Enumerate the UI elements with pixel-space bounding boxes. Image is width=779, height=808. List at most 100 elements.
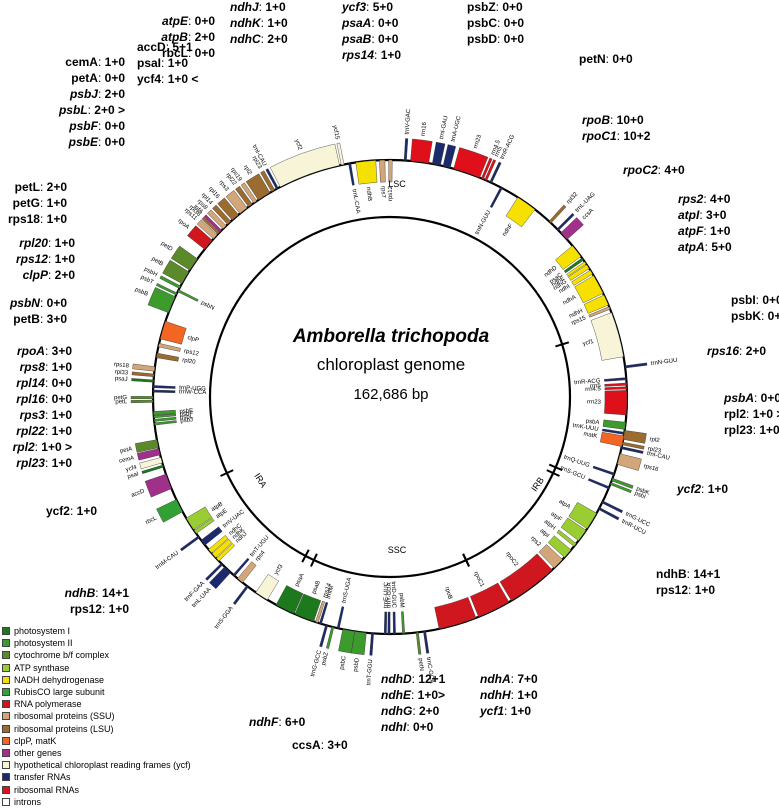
gene-ycf2 (269, 143, 340, 188)
annotation-gene-name: psbC (467, 16, 497, 30)
gene-atpF (560, 517, 587, 541)
annotation-count: 1+0 (708, 482, 729, 496)
annotation-gene-name: ycf2 (46, 504, 70, 518)
annotation-count: 1+0 (52, 424, 73, 438)
gene-psbB (147, 287, 176, 313)
gene-psbJ (154, 420, 177, 426)
annotation-count: 1+0 (55, 236, 76, 250)
gene-label-psbT: psbT (140, 275, 155, 286)
annotation-count: 0+0 (762, 293, 779, 307)
legend-item: photosystem I (2, 625, 191, 637)
annotation-count: 3+0 (327, 738, 348, 752)
annotation-count: 2+0 (105, 87, 126, 101)
gene-rpoA (187, 225, 213, 250)
legend-swatch (2, 700, 10, 709)
gene-label-ycf1: ycf1 (582, 339, 595, 348)
inner-circle (208, 215, 572, 579)
legend-label: photosystem I (14, 626, 71, 637)
annotation-gene-name: rpoC1 (582, 129, 617, 143)
annotation-count: 2+0 (746, 344, 767, 358)
annotation-count: 1+0 (695, 583, 716, 597)
gene-petB (162, 259, 190, 284)
annotation-gene-name: rpl22 (16, 424, 45, 438)
annotation-count: 1+0 (710, 224, 731, 238)
annotation-count: 0+0 (195, 46, 216, 60)
gene-label-trnS-UGA: trnS-UGA (341, 577, 353, 604)
annotation-gene-name: psbK (731, 309, 761, 323)
legend-label: introns (14, 796, 42, 807)
gene-label-psaB: psaB (311, 580, 322, 595)
legend-label: ATP synthase (14, 662, 70, 673)
gene-trnN-GUU (624, 362, 648, 369)
annotation-ndhC: ndhC: 2+0 (230, 32, 288, 46)
annotation-group: rps2: 4+0 atpI: 3+0 atpF: 1+0 atpA: 5+0 (678, 192, 732, 254)
annotation-count: 2+0 (47, 180, 68, 194)
gene-label-ycf15: ycf15 (331, 125, 340, 141)
gene-label-trnR-ACG: trnR-ACG (574, 378, 601, 386)
gene-label-rps12: rps12 (388, 185, 394, 201)
gene-trnR-ACG (604, 377, 627, 382)
inner-region-circle (208, 215, 572, 579)
gene-rpl33 (131, 371, 155, 377)
gene-trnR-ACG (489, 161, 502, 184)
annotation-gene-name: ndhJ (230, 0, 259, 14)
gene-label-rpoC2: rpoC2 (504, 551, 519, 568)
gene-atpE (193, 517, 215, 534)
legend-swatch (2, 663, 10, 672)
annotation-ndhB: ndhB: 14+1 (656, 567, 721, 581)
gene-rps18 (132, 363, 156, 372)
annotation-gene-name: rps2 (678, 192, 704, 206)
gene-label-trnS-GCU: trnS-GCU (559, 466, 586, 482)
gene-rpl14 (212, 204, 232, 225)
gene-psaB (294, 593, 322, 622)
gene-label-psbF: psbF (180, 411, 194, 418)
gene-label-trnT-GGU: trnT-GGU (366, 659, 374, 685)
annotation-gene-name: psbA (723, 391, 754, 405)
annotation-ycf2: ycf2: 1+0 (46, 504, 97, 518)
annotation-group: ycf2: 1+0 (46, 504, 97, 518)
gene-label-trnS-GGA: trnS-GGA (214, 606, 235, 631)
gene-atpI (547, 535, 572, 558)
legend-item: NADH dehydrogenase (2, 674, 191, 686)
gene-rps4 (237, 561, 257, 583)
legend-label: clpP, matK (14, 735, 57, 746)
legend-item: ribosomal proteins (SSU) (2, 710, 191, 722)
gene-trnI-CAU (621, 446, 644, 454)
annotation-ndhJ: ndhJ: 1+0 (230, 0, 286, 14)
annotation-gene-name: rps12 (656, 583, 688, 597)
legend-swatch (2, 748, 10, 757)
annotation-count: 1+0 (168, 56, 189, 70)
annotation-count: 6+0 (285, 715, 306, 729)
annotation-count: 1+0> (418, 688, 445, 702)
annotation-petA: petA: 0+0 (71, 71, 125, 85)
annotation-count: 4+0 (664, 163, 685, 177)
annotation-gene-name: atpI (678, 208, 700, 222)
gene-petD (170, 245, 198, 271)
annotation-psaB: psaB: 0+0 (341, 32, 399, 46)
gene-trnL-UAA (209, 566, 231, 590)
gene-label-psbC: psbC (339, 655, 347, 670)
legend-swatch (2, 773, 10, 782)
gene-label-trnI-CAU: trnI-CAU (646, 451, 670, 462)
gene-ycf4 (139, 457, 163, 470)
gene-trnG-GCC (319, 624, 328, 648)
annotation-count: 0+0 (413, 720, 434, 734)
gene-label-rps7: rps7 (379, 186, 385, 199)
region-ira: IRA (252, 471, 268, 489)
gene-ndhJ (216, 543, 236, 562)
gene-ndhI (571, 269, 593, 286)
gene-petL (130, 399, 154, 404)
annotation-psbZ: psbZ: 0+0 (467, 0, 523, 14)
legend-item: ATP synthase (2, 662, 191, 674)
annotation-gene-name: ndhD (381, 672, 412, 686)
gene-ycf1 (590, 312, 624, 361)
annotation-gene-name: rpl23 (724, 423, 753, 437)
annotation-gene-name: rpoC2 (623, 163, 658, 177)
annotation-group: accD: 5+1 psaI: 1+0 ycf4: 1+0 < (137, 40, 198, 86)
gene-rpoC1 (470, 582, 510, 618)
annotation-psaA: psaA: 0+0 (341, 16, 399, 30)
gene-psbI (609, 482, 632, 494)
gene-label-rps18: rps18 (114, 362, 130, 370)
gene-label-trnA-UGC: trnA-UGC (450, 115, 462, 143)
annotation-gene-name: rps18 (8, 212, 40, 226)
